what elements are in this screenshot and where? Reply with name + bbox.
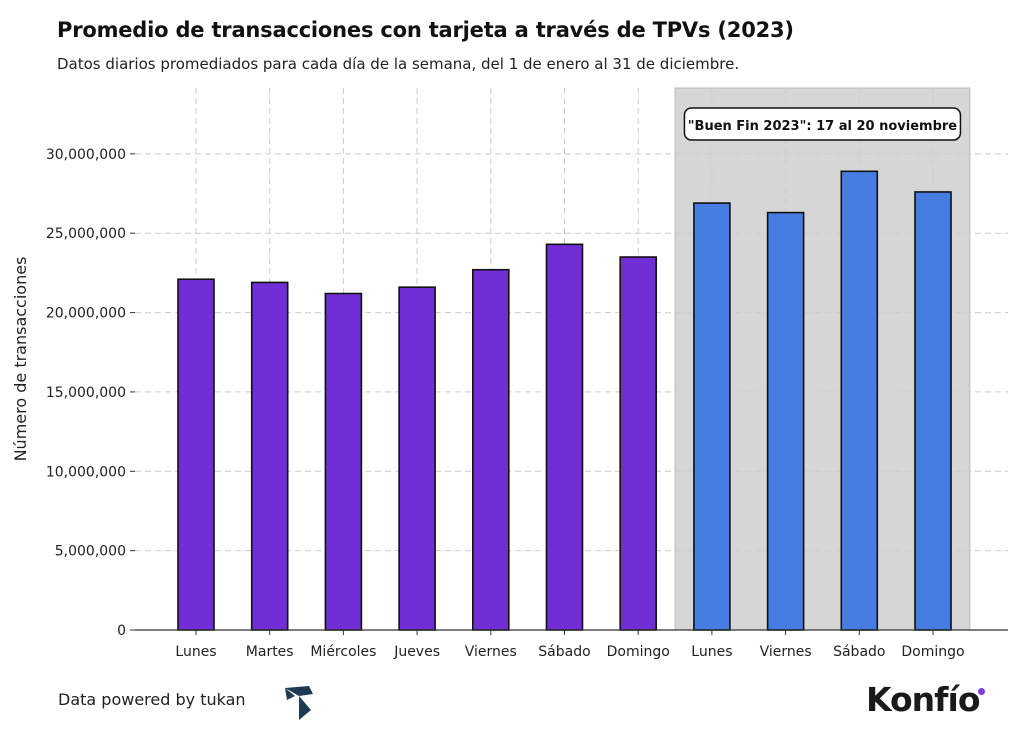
y-tick-label: 30,000,000	[46, 147, 126, 163]
bar-1	[250, 281, 289, 631]
bar-8	[766, 211, 805, 631]
bar-0	[177, 278, 215, 631]
konfio-brand-text: Konfío	[866, 680, 980, 719]
bar-5	[545, 243, 584, 631]
bar-10	[914, 191, 952, 631]
y-tick-label: 25,000,000	[46, 226, 126, 242]
x-tick-label: Viernes	[760, 644, 812, 660]
konfio-logo: Konfío	[866, 680, 980, 719]
y-tick-label: 5,000,000	[55, 544, 126, 560]
bar-9	[840, 170, 879, 631]
y-axis-label: Número de transacciones	[11, 257, 30, 462]
annotation-label: "Buen Fin 2023": 17 al 20 noviembre	[688, 119, 958, 134]
x-tick-label: Sábado	[538, 644, 590, 660]
bar-6	[619, 256, 658, 631]
y-tick-label: 20,000,000	[46, 306, 126, 322]
chart-title: Promedio de transacciones con tarjeta a …	[57, 18, 794, 42]
bar-3	[398, 286, 436, 631]
x-tick-label: Lunes	[691, 644, 732, 660]
x-tick-label: Domingo	[607, 644, 670, 660]
x-tick-label: Domingo	[901, 644, 964, 660]
x-tick-label: Martes	[246, 644, 294, 660]
x-tick-label: Viernes	[465, 644, 517, 660]
annotation-box	[683, 107, 962, 141]
tukan-logo-icon	[285, 686, 313, 720]
x-tick-label: Miércoles	[310, 644, 376, 660]
powered-by-text: Data powered by tukan	[58, 690, 246, 709]
konfio-logo-dot	[978, 688, 985, 695]
x-tick-label: Jueves	[393, 644, 440, 660]
bar-2	[324, 292, 363, 631]
bar-4	[471, 268, 510, 631]
y-tick-label: 10,000,000	[46, 464, 126, 480]
x-tick-label: Sábado	[833, 644, 885, 660]
chart-subtitle: Datos diarios promediados para cada día …	[57, 55, 740, 73]
x-tick-label: Lunes	[175, 644, 216, 660]
y-tick-label: 15,000,000	[46, 385, 126, 401]
bar-7	[693, 202, 731, 631]
y-tick-label: 0	[117, 623, 126, 639]
